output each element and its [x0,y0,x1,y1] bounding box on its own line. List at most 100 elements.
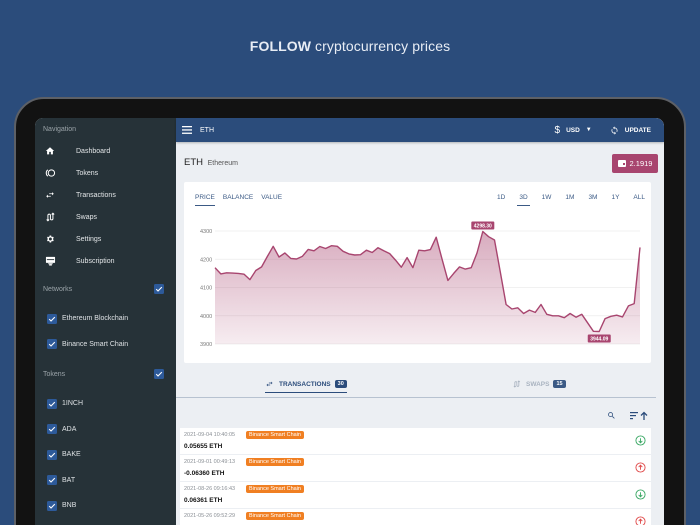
sidebar-item-label: Subscription [76,257,115,265]
count-badge: 15 [553,380,566,388]
token-item-bat[interactable]: BAT [35,468,176,494]
token-label: BNB [62,502,77,510]
update-label: UPDATE [624,126,651,134]
networks-select-all-checkbox[interactable] [154,284,164,294]
transaction-row[interactable]: 2021-09-04 10:40:05 Binance Smart Chain 0.… [180,428,651,455]
sidebar-item-tokens[interactable]: Tokens [35,162,176,184]
token-item-1inch[interactable]: 1INCH [35,391,176,417]
checkbox[interactable] [47,398,57,409]
sort-button[interactable] [630,407,650,425]
nav-header-label: Navigation [43,125,77,133]
tab-transactions[interactable]: TRANSACTIONS 30 [265,380,347,393]
transactions-icon [266,381,273,387]
main-content: ETH Ethereum 2.1919 PRICE BALANCE VALUE … [176,142,664,525]
transaction-timestamp: 2021-09-01 00:49:13 [184,459,236,465]
range-1d[interactable]: 1D [497,194,506,201]
menu-button[interactable] [181,124,193,136]
networks-section-header: Networks [35,276,176,302]
balance-value: 2.1919 [629,159,653,168]
sidebar-item-label: Settings [76,235,102,243]
range-1w[interactable]: 1W [541,194,552,201]
currency-label: USD [566,126,580,134]
network-item-ethereum[interactable]: Ethereum Blockchain [35,306,176,332]
swaps-icon [43,210,57,224]
range-3m[interactable]: 3M [588,194,598,201]
sidebar-item-settings[interactable]: Settings [35,228,176,250]
tab-value[interactable]: VALUE [261,194,283,201]
transaction-row[interactable]: 2021-08-26 09:16:43 Binance Smart Chain 0.… [180,482,651,509]
incoming-arrow-icon [635,489,646,500]
network-badge: Binance Smart Chain [246,485,304,493]
coin-name: Ethereum [207,160,238,167]
search-button[interactable] [607,407,616,425]
sidebar-item-swaps[interactable]: Swaps [35,206,176,228]
transaction-timestamp: 2021-08-26 09:16:43 [184,486,236,492]
network-badge: Binance Smart Chain [246,512,304,520]
list-tabs: TRANSACTIONS 30 SWAPS 15 [176,374,656,398]
sidebar: Navigation Dashboard Tokens Transactions… [35,118,176,525]
network-badge: Binance Smart Chain [246,458,304,466]
dollar-icon: $ [554,124,561,136]
tokens-header-label: Tokens [43,370,66,378]
sidebar-item-transactions[interactable]: Transactions [35,184,176,206]
price-area [215,231,640,344]
list-toolbar [593,407,650,425]
sidebar-item-label: Dashboard [76,147,111,155]
gear-icon [43,232,57,246]
sidebar-item-label: Transactions [76,191,116,199]
tokens-icon [43,166,57,180]
refresh-icon [611,125,618,135]
token-label: ADA [62,425,77,433]
home-icon [43,144,57,158]
hamburger-icon [182,126,192,134]
tab-price[interactable]: PRICE [195,194,215,206]
tab-label: SWAPS [526,380,550,388]
tokens-select-all-checkbox[interactable] [154,369,164,379]
transaction-list: 2021-09-04 10:40:05 Binance Smart Chain 0.… [180,428,651,525]
price-chart[interactable]: 4300 4200 4100 4000 3900 4298.30 3944.09 [184,182,651,363]
sidebar-item-subscription[interactable]: Subscription [35,250,176,272]
checkbox[interactable] [47,449,57,460]
range-1m[interactable]: 1M [565,194,575,201]
range-all[interactable]: ALL [633,194,645,201]
app-bar-title: ETH [200,126,214,134]
swaps-icon [513,380,521,388]
checkbox[interactable] [47,475,57,486]
tokens-section-header: Tokens [35,361,176,387]
transactions-icon [43,188,57,202]
incoming-arrow-icon [635,435,646,446]
chart-card: PRICE BALANCE VALUE 1D 3D 1W 1M 3M 1Y AL… [184,182,651,363]
y-tick-label: 4100 [200,286,212,292]
token-item-ada[interactable]: ADA [35,417,176,443]
sidebar-item-dashboard[interactable]: Dashboard [35,140,176,162]
tab-balance[interactable]: BALANCE [222,194,254,201]
transaction-row[interactable]: 2021-09-01 00:49:13 Binance Smart Chain -0… [180,455,651,482]
transaction-amount: 0.05655 ETH [184,443,223,450]
transaction-timestamp: 2021-05-26 09:52:29 [184,513,236,519]
range-tabs: 1D 3D 1W 1M 3M 1Y ALL [485,194,647,206]
network-badge: Binance Smart Chain [246,431,304,439]
token-item-bnb[interactable]: BNB [35,493,176,519]
checkbox[interactable] [47,500,57,511]
token-label: BAKE [62,451,81,459]
range-1y[interactable]: 1Y [611,194,620,201]
tab-swaps[interactable]: SWAPS 15 [512,380,566,388]
token-item-bake[interactable]: BAKE [35,442,176,468]
update-button[interactable]: UPDATE [610,125,651,135]
wallet-icon [617,160,626,167]
range-3d[interactable]: 3D [517,194,530,206]
sort-ascending-icon [630,411,648,420]
balance-badge[interactable]: 2.1919 [612,154,658,173]
checkbox[interactable] [47,424,57,435]
network-item-binance[interactable]: Binance Smart Chain [35,332,176,358]
price-line [214,230,641,333]
coin-symbol: ETH [184,157,203,168]
headline-bold: FOLLOW [249,38,312,54]
currency-selector[interactable]: $ USD ▼ [555,125,592,136]
transaction-amount: -0.06360 ETH [184,470,225,477]
checkbox[interactable] [47,339,57,350]
checkbox[interactable] [47,313,57,324]
chart-type-tabs: PRICE BALANCE VALUE [195,194,290,206]
transaction-row[interactable]: 2021-05-26 09:52:29 Binance Smart Chain [180,509,651,525]
network-label: Binance Smart Chain [62,340,129,348]
